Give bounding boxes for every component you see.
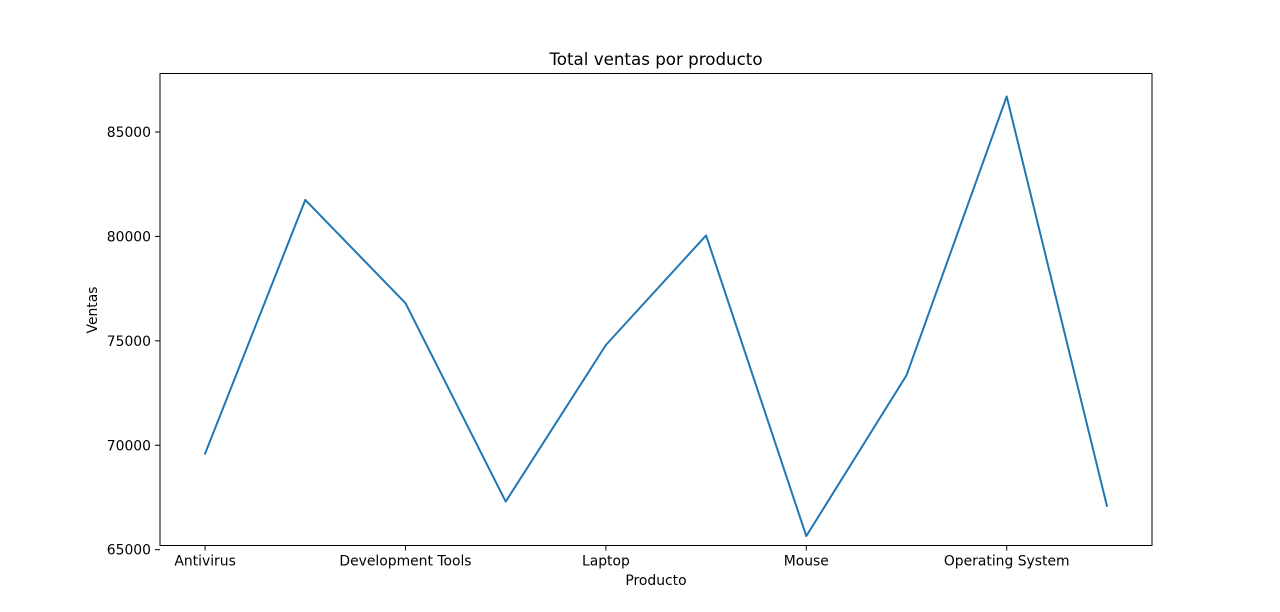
x-tick-label: Antivirus [174, 554, 235, 570]
plot-area [160, 73, 1152, 546]
y-tick-label: 70000 [107, 438, 151, 454]
x-tick-label: Laptop [582, 554, 630, 570]
chart-title: Total ventas por producto [548, 49, 762, 69]
series-line [203, 95, 1109, 538]
y-tick-label: 80000 [107, 229, 151, 245]
plot-frame [159, 73, 1153, 546]
x-axis-ticks: Antivirus Development Tools Laptop Mouse Ope… [174, 545, 1070, 570]
y-tick-label: 65000 [107, 543, 151, 559]
x-tick-label: Operating System [944, 554, 1070, 570]
y-axis-ticks: 65000 70000 75000 80000 85000 [107, 125, 160, 559]
y-axis-label: Ventas [85, 287, 101, 334]
y-tick-label: 85000 [107, 125, 151, 141]
x-tick-label: Mouse [784, 554, 829, 570]
x-axis-label: Producto [625, 573, 686, 589]
x-tick-label: Development Tools [339, 554, 471, 570]
y-tick-label: 75000 [107, 334, 151, 350]
